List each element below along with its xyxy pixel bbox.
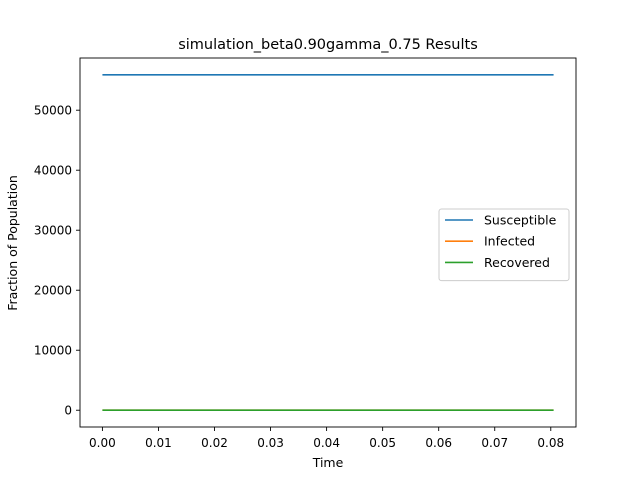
x-tick-label: 0.04	[313, 436, 340, 450]
x-tick-label: 0.02	[201, 436, 228, 450]
y-tick-label: 50000	[34, 104, 72, 118]
x-tick-label: 0.03	[257, 436, 284, 450]
y-tick-label: 0	[64, 404, 72, 418]
y-tick-label: 30000	[34, 224, 72, 238]
x-tick-label: 0.00	[89, 436, 116, 450]
axes-frame	[79, 57, 577, 428]
x-tick-label: 0.01	[145, 436, 172, 450]
legend-label-susceptible: Susceptible	[484, 213, 557, 228]
y-tick-label: 40000	[34, 164, 72, 178]
chart-title: simulation_beta0.90gamma_0.75 Results	[178, 37, 478, 53]
y-axis-label: Fraction of Population	[5, 175, 20, 311]
legend-label-recovered: Recovered	[484, 255, 550, 270]
legend-label-infected: Infected	[484, 234, 535, 249]
y-tick-label: 10000	[34, 344, 72, 358]
legend: Susceptible Infected Recovered	[438, 208, 570, 282]
x-axis-label: Time	[312, 455, 344, 470]
y-tick-label: 20000	[34, 284, 72, 298]
y-axis: 0 10000 20000 30000 40000 50000	[34, 104, 80, 418]
plot-area	[79, 57, 577, 428]
x-tick-label: 0.06	[425, 436, 452, 450]
x-axis: 0.00 0.01 0.02 0.03 0.04 0.05 0.06 0.07 0.08	[89, 427, 564, 450]
x-tick-label: 0.08	[537, 436, 564, 450]
x-tick-label: 0.05	[369, 436, 396, 450]
x-tick-label: 0.07	[481, 436, 508, 450]
